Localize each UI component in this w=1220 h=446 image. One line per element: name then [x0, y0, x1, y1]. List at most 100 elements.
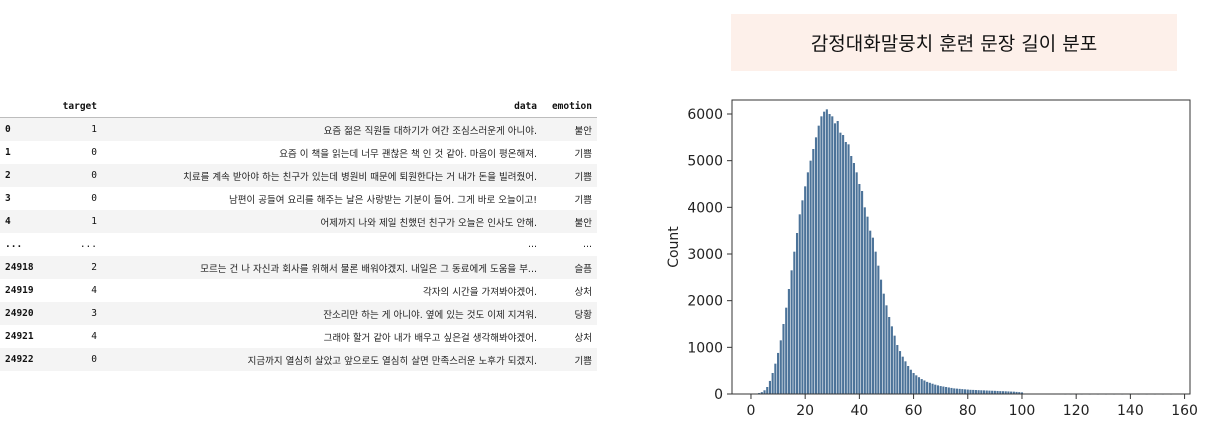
x-tick-label: 0: [747, 403, 756, 419]
index-cell: 3: [5, 193, 11, 204]
histogram-bar: [972, 389, 975, 394]
histogram-bar: [966, 389, 969, 394]
data-cell: 모르는 건 나 자신과 회사를 위해서 물론 배워야겠지. 내일은 그 동료에게…: [200, 263, 537, 275]
index-cell: 24920: [5, 308, 34, 319]
histogram-bar: [920, 379, 923, 394]
histogram-bar: [833, 123, 837, 395]
histogram-svg: 0 20 40 60 80 100 120 140 160 0 1000 2000 3000 4000 50…: [666, 99, 1198, 419]
histogram-bar: [817, 125, 820, 394]
histogram-bar: [1007, 391, 1010, 394]
histogram-bar: [825, 109, 828, 394]
histogram-bar: [934, 384, 937, 394]
emotion-cell: ...: [582, 239, 592, 250]
data-cell: 요즘 이 책을 읽는데 너무 괜찮은 책 인 것 같아. 마음이 평온해져.: [279, 148, 537, 160]
data-cell: 어제까지 나와 제일 친했던 친구가 오늘은 인사도 안해.: [320, 217, 537, 229]
histogram-bar: [991, 390, 994, 394]
target-cell: 0: [91, 354, 97, 365]
histogram-bar: [980, 390, 983, 394]
histogram-bar: [760, 392, 763, 394]
emotion-header: emotion: [551, 100, 592, 112]
histogram-bar: [926, 381, 929, 394]
x-tick-label: 40: [850, 403, 868, 419]
y-tick-label: 3000: [687, 247, 723, 263]
histogram-bar: [858, 184, 861, 394]
histogram-bar: [852, 163, 856, 394]
histogram-bar: [844, 142, 847, 394]
histogram-bar: [766, 387, 769, 394]
histogram-bar: [898, 351, 902, 394]
histogram-bar: [771, 373, 774, 394]
histogram-bar: [874, 251, 877, 394]
chart-title: 감정대화말뭉치 훈련 문장 길이 분포: [731, 14, 1177, 71]
index-cell: 24922: [5, 354, 34, 365]
histogram-bar: [982, 390, 986, 394]
index-cell: 2: [5, 170, 11, 181]
index-cell: 24921: [5, 331, 34, 342]
histogram-bar: [1004, 391, 1007, 394]
histogram-bar: [993, 390, 996, 394]
histogram-bar: [1012, 391, 1015, 394]
histogram-bar: [917, 377, 921, 394]
target-cell: 4: [91, 331, 97, 342]
histogram-bar: [869, 230, 872, 394]
histogram-bar: [915, 375, 918, 394]
emotion-cell: 슬픔: [574, 263, 592, 275]
target-cell: 3: [91, 308, 97, 319]
target-cell: 0: [91, 170, 97, 181]
table-body: 0 1 요즘 젊은 직원들 대하기가 여간 조심스러운게 아니야. 불안 1 0 요즘 이 …: [0, 117, 597, 371]
histogram-bar: [999, 391, 1002, 394]
histogram-bar: [977, 390, 980, 394]
emotion-cell: 기쁨: [574, 194, 592, 206]
histogram-bar: [923, 380, 926, 394]
table-row: 24921 4 그래야 할거 같아 내가 배우고 싶은걸 생각해봐야겠어. 상처: [0, 325, 597, 348]
histogram-bar: [812, 149, 815, 394]
data-header: data: [514, 100, 537, 112]
histogram-bar: [969, 389, 972, 394]
histogram-bar: [964, 389, 967, 394]
histogram-bar: [768, 380, 771, 394]
histogram-bar: [779, 340, 782, 394]
table-row: 2 0 치료를 계속 받아야 하는 친구가 있는데 병원비 때문에 퇴원한다는 거 …: [0, 164, 597, 187]
table-header-row: target data emotion: [0, 95, 597, 118]
histogram-bar: [974, 390, 977, 394]
index-cell: 24918: [5, 262, 34, 273]
x-tick-label: 60: [905, 403, 923, 419]
histogram-bar: [1020, 392, 1024, 394]
index-header: [0, 95, 48, 118]
histogram-bar: [839, 132, 842, 394]
histogram-bar: [871, 237, 874, 394]
emotion-cell: 기쁨: [574, 171, 592, 183]
dataframe-output: target data emotion 0 1 요즘 젊은 직원들 대하기가 여간 …: [0, 95, 600, 371]
x-tick-label: 140: [1117, 403, 1144, 419]
data-cell: 그래야 할거 같아 내가 배우고 싶은걸 생각해봐야겠어.: [323, 332, 537, 344]
histogram-bar: [1018, 392, 1021, 394]
dataframe-table: target data emotion 0 1 요즘 젊은 직원들 대하기가 여간 …: [0, 95, 597, 371]
histogram-bar: [950, 387, 953, 394]
x-tick-label: 80: [959, 403, 977, 419]
histogram-bar: [945, 387, 948, 394]
histogram-bar: [942, 386, 945, 394]
table-row: 1 0 요즘 이 책을 읽는데 너무 괜찮은 책 인 것 같아. 마음이 평온해져.…: [0, 141, 597, 164]
histogram-bar: [820, 116, 823, 394]
emotion-cell: 상처: [574, 332, 592, 344]
histogram-bar: [879, 279, 883, 394]
histogram-bar: [790, 270, 793, 394]
histogram-bar: [890, 326, 893, 394]
histogram-bar: [785, 307, 788, 394]
data-cell: 치료를 계속 받아야 하는 친구가 있는데 병원비 때문에 퇴원한다는 거 내가…: [183, 171, 537, 183]
index-cell: ...: [5, 239, 23, 250]
histogram-bar: [842, 135, 845, 394]
histogram-bar: [961, 389, 964, 394]
data-cell: 남편이 공들여 요리를 해주는 날은 사랑받는 기분이 들어. 그게 바로 오늘…: [229, 194, 537, 206]
histogram-chart: 0 20 40 60 80 100 120 140 160 0 1000 2000 3000 4000 50…: [660, 90, 1220, 442]
emotion-cell: 불안: [574, 125, 592, 137]
histogram-bar: [909, 369, 912, 394]
histogram-bar: [896, 345, 899, 394]
histogram-bar: [793, 251, 796, 394]
histogram-bar: [1010, 391, 1013, 394]
target-cell: 2: [91, 262, 97, 273]
y-tick-label: 6000: [687, 107, 723, 123]
histogram-bar: [904, 361, 907, 394]
emotion-cell: 상처: [574, 286, 592, 298]
y-tick-label: 1000: [687, 340, 723, 356]
